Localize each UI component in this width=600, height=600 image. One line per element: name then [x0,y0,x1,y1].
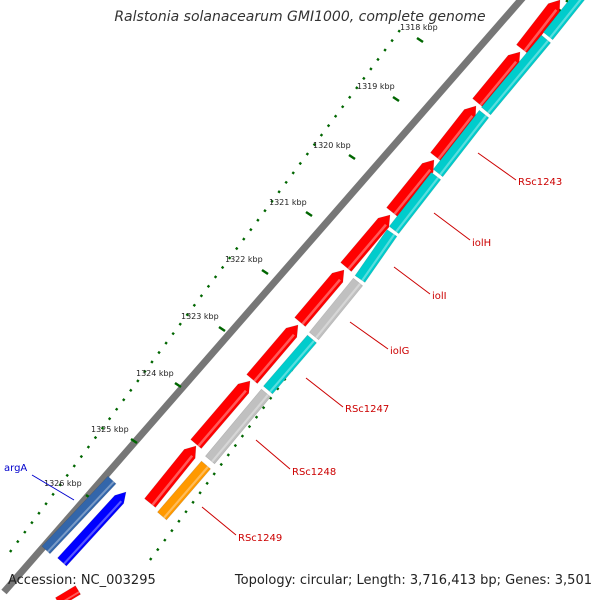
gene-label-leader [477,152,517,181]
scale-tick-label: 1326 kbp [44,479,82,488]
grey-gene-bar[interactable] [308,277,364,341]
reverse-gene-bar[interactable] [263,334,317,395]
forward-gene-arrow[interactable] [190,380,251,449]
arga-gene-arrow[interactable] [57,491,127,567]
orange-gene-bar-highlight [163,466,209,519]
gene-label-leader [393,266,431,295]
orange-gene-bar[interactable] [157,460,211,521]
forward-gene-arrow-highlight [437,115,474,160]
gene-label-leader [433,212,471,241]
forward-gene-arrow-highlight [479,60,518,106]
gene-label-leader [305,377,344,408]
forward-gene-arrow[interactable] [144,445,197,508]
gene-label[interactable]: RSc1248 [292,467,336,478]
gene-label-leader [31,474,75,501]
reverse-gene-bar-highlight [439,114,487,176]
scale-ticks: 1318 kbp 1319 kbp 1320 kbp 1321 kbp 1322 kbp… [44,23,438,501]
grey-gene-bar-highlight [315,283,361,339]
gene-label-leader [201,506,237,536]
forward-gene-arrow-highlight [393,168,432,215]
scale-tick-label: 1321 kbp [269,198,307,207]
accession-text: Accession: NC_003295 [8,573,156,588]
grey-gene-bar-highlight [211,394,269,463]
page-title: Ralstonia solanacearum GMI1000, complete… [114,9,486,25]
reverse-gene-bar-highlight [487,40,549,114]
reverse-gene-bar[interactable] [388,171,442,235]
scale-dotted-line-outer [9,29,401,553]
arga-region-bar-highlight [47,481,115,553]
forward-gene-arrow[interactable] [340,214,391,272]
gene-label[interactable]: iolH [472,238,491,249]
genome-summary-text: Topology: circular; Length: 3,716,413 bp… [234,573,592,588]
scale-tick-label: 1324 kbp [136,369,174,378]
forward-gene-arrow-highlight [197,389,247,447]
scale-major-tick [130,437,138,445]
gene-label-leader [349,321,389,350]
scale-major-tick [261,268,269,276]
scale-tick-label: 1320 kbp [313,141,351,150]
scale-major-tick [174,381,182,389]
forward-gene-arrow-highlight [301,278,341,325]
forward-gene-arrow-highlight [347,223,387,270]
gene-label[interactable]: RSc1243 [518,177,562,188]
scale-tick-label: 1319 kbp [357,82,395,91]
forward-gene-arrow-highlight [151,454,194,506]
scale-major-tick [392,95,400,103]
reverse-gene-bar-highlight [395,176,439,233]
gene-label-arga[interactable]: argA [4,463,27,474]
forward-gene-arrow-highlight [253,333,295,382]
scale-tick-label: 1325 kbp [91,425,129,434]
reverse-gene-bar-highlight [269,340,315,393]
gene-label[interactable]: RSc1247 [345,404,389,415]
forward-gene-arrow[interactable] [55,585,81,600]
gene-label[interactable]: iolG [390,346,409,357]
gene-labels: argA RSc1243 iolH iolI iolG RSc1247 RSc1248 RSc… [4,152,562,544]
reverse-gene-bar[interactable] [354,229,398,283]
arga-gene-arrow-highlight [63,500,123,565]
scale-major-tick [416,36,424,44]
scale-tick-label: 1322 kbp [225,255,263,264]
genome-backbone [1,0,526,595]
scale-tick-label: 1323 kbp [181,312,219,321]
reverse-gene-bar[interactable] [542,0,585,41]
scale-major-tick [348,153,356,161]
scale-tick-label: 1318 kbp [400,23,438,32]
arga-region-bar[interactable] [41,475,117,555]
scale-major-tick [218,325,226,333]
reverse-gene-bar-highlight [549,0,582,39]
forward-gene-arrow-highlight [523,9,558,52]
scale-major-tick [305,210,313,218]
gene-label[interactable]: RSc1249 [238,533,282,544]
gene-label[interactable]: iolI [432,291,447,302]
gene-label-leader [255,439,291,470]
grey-gene-bar[interactable] [204,388,272,465]
forward-gene-arrow[interactable] [246,324,299,384]
gene-features [41,0,585,600]
reverse-gene-bar[interactable] [432,109,490,178]
reverse-gene-bar-highlight [361,233,396,282]
forward-gene-arrow-highlight [63,591,80,600]
forward-gene-arrow[interactable] [294,269,345,327]
reverse-gene-bar[interactable] [480,34,552,116]
